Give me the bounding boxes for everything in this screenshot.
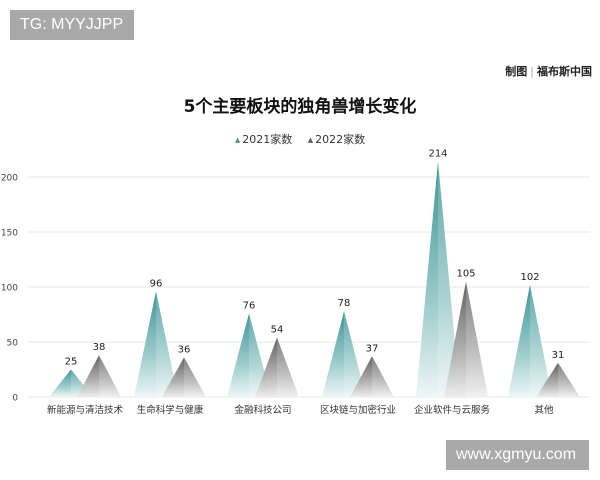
data-label: 37 bbox=[366, 343, 379, 354]
data-label: 76 bbox=[243, 300, 256, 311]
credit-label: 制图 bbox=[505, 65, 528, 78]
x-tick-label: 区块链与加密行业 bbox=[320, 404, 396, 416]
x-tick-label: 金融科技公司 bbox=[234, 404, 291, 416]
data-label: 25 bbox=[65, 357, 78, 368]
x-tick-label: 其他 bbox=[534, 404, 554, 416]
data-label: 214 bbox=[428, 149, 447, 160]
y-tick-label: 100 bbox=[1, 284, 18, 294]
data-label: 38 bbox=[93, 342, 106, 353]
legend-item-2021[interactable]: ▲ 2021家数 bbox=[235, 131, 292, 147]
chart-credit: 制图 | 福布斯中国 bbox=[505, 63, 592, 79]
triangle-highlight bbox=[416, 161, 460, 397]
data-label: 78 bbox=[338, 298, 351, 309]
triangle-highlight bbox=[536, 362, 580, 397]
triangle-highlight bbox=[162, 357, 206, 397]
triangle-marker-icon: ▲ bbox=[234, 136, 241, 144]
y-tick-label: 50 bbox=[7, 339, 19, 349]
x-tick-label: 生命科学与健康 bbox=[137, 404, 204, 416]
triangle-highlight bbox=[255, 337, 299, 397]
watermark-top: TG: MYYJJPP bbox=[10, 10, 134, 40]
triangle-highlight bbox=[77, 355, 121, 397]
credit-separator: | bbox=[530, 65, 534, 78]
triangle-highlight bbox=[444, 281, 488, 397]
data-label: 96 bbox=[150, 278, 163, 289]
legend-label: 2021家数 bbox=[242, 133, 293, 146]
triangle-highlight bbox=[227, 313, 271, 397]
y-tick-label: 0 bbox=[12, 394, 18, 404]
x-tick-label: 企业软件与云服务 bbox=[414, 404, 491, 416]
legend-item-2022[interactable]: ▲ 2022家数 bbox=[308, 131, 365, 147]
triangle-highlight bbox=[322, 311, 366, 397]
credit-source: 福布斯中国 bbox=[537, 65, 592, 78]
x-tick-label: 新能源与清洁技术 bbox=[47, 404, 124, 416]
legend-label: 2022家数 bbox=[315, 133, 366, 146]
y-tick-label: 150 bbox=[1, 229, 18, 239]
data-label: 105 bbox=[456, 269, 475, 280]
triangle-marker-icon: ▲ bbox=[307, 136, 314, 144]
watermark-bottom: www.xgmyu.com bbox=[446, 440, 589, 470]
data-label: 36 bbox=[178, 344, 191, 355]
triangle-highlight bbox=[508, 284, 552, 397]
data-label: 102 bbox=[520, 272, 539, 283]
chart-legend: ▲ 2021家数 ▲ 2022家数 bbox=[0, 131, 600, 147]
data-label: 31 bbox=[552, 350, 565, 361]
chart-title: 5个主要板块的独角兽增长变化 bbox=[183, 97, 417, 117]
triangle-highlight bbox=[134, 291, 178, 397]
triangle-highlight bbox=[350, 356, 394, 397]
data-label: 54 bbox=[271, 325, 284, 336]
y-tick-label: 200 bbox=[1, 174, 18, 184]
